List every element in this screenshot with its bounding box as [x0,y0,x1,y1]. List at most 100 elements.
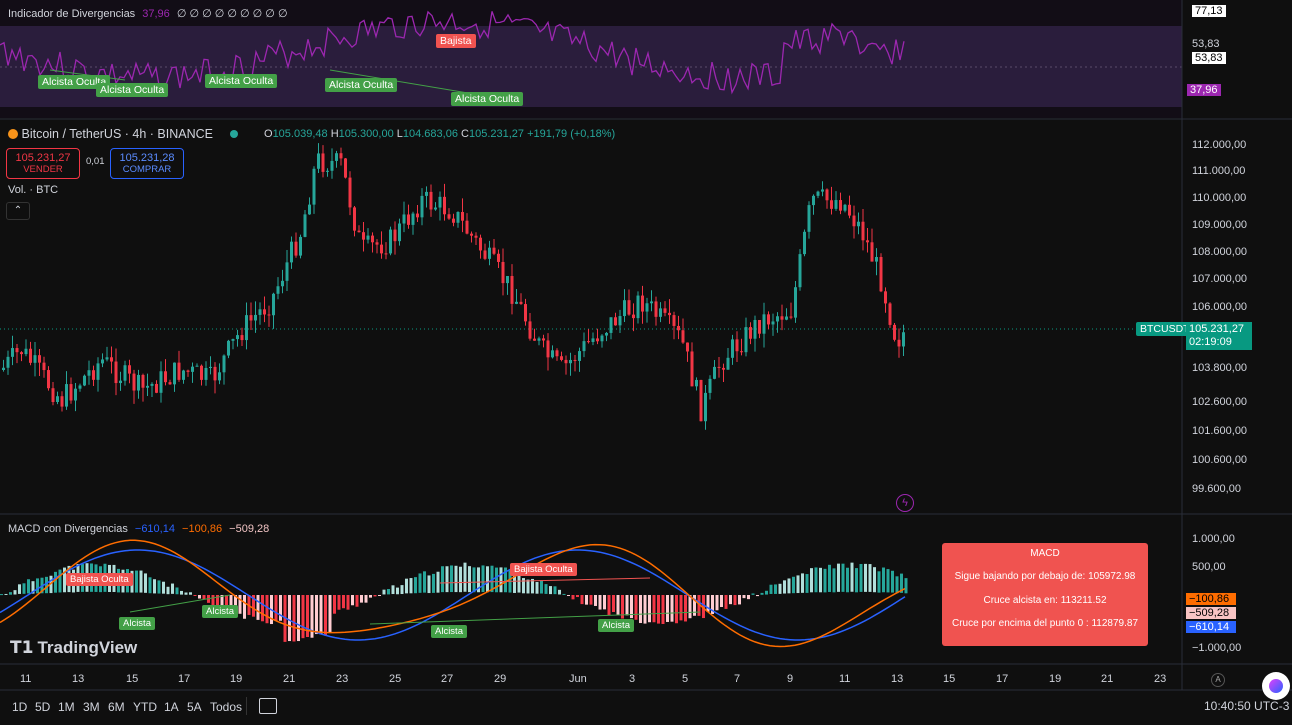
lightning-icon[interactable]: ϟ [896,494,914,512]
macd-histogram-bar [706,595,710,612]
macd-histogram-bar [625,595,629,616]
macd-histogram-bar [490,565,494,593]
macd-histogram-bar [382,589,386,595]
candle-body [735,339,739,352]
buy-label: COMPRAR [122,164,172,175]
macd-histogram-bar [814,567,818,593]
candle-body [465,220,469,234]
macd-histogram-bar [450,565,453,593]
candle-body [704,392,707,422]
macd-histogram-bar [157,580,161,594]
candle-body [285,262,289,281]
macd-histogram-bar [229,595,233,612]
candle-body [168,382,172,385]
candle-body [812,195,815,206]
macd-histogram-bar [414,577,417,594]
candle-body [672,315,676,326]
macd-histogram-bar [841,563,845,592]
price-axis-label: 109.000,00 [1192,219,1248,231]
macd-histogram-bar [459,566,462,593]
candle-body [852,215,856,227]
candle-body [717,366,721,368]
candle-body [821,189,824,192]
date-range-icon[interactable] [259,698,277,714]
symbol-header[interactable]: Bitcoin / TetherUS · 4h · BINANCE [8,127,239,141]
price-axis-label: 106.000,00 [1192,301,1248,313]
timeframe-todos[interactable]: Todos [210,700,243,714]
candle-body [398,223,401,242]
macd-histogram-bar [688,595,692,619]
candle-body [461,212,464,221]
candle-body [254,314,257,321]
time-axis-label: 21 [283,673,296,685]
candle-body [569,359,572,364]
sell-button[interactable]: 105.231,27 VENDER [6,148,80,179]
macd-histogram-bar [657,595,660,624]
macd-info-line2: Cruce alcista en: 113211.52 [983,595,1107,606]
timeframe-1d[interactable]: 1D [12,700,28,714]
candle-body [582,341,586,352]
clock[interactable]: 10:40:50 UTC-3 [1204,699,1290,713]
candle-body [519,301,523,305]
macd-histogram-bar [499,567,503,593]
macd-histogram-bar [900,573,903,593]
macd-histogram-bar [693,595,696,616]
macd-histogram-bar [711,595,714,615]
candle-body [2,367,5,370]
macd-histogram-bar [144,573,147,593]
rsi-axis-top: 77,13 [1192,5,1226,17]
rsi-pane-title: Indicador de Divergencias [8,8,136,20]
candle-body [114,361,118,384]
candle-body [308,204,311,215]
candle-body [807,205,811,232]
timeframe-ytd[interactable]: YTD [133,700,157,714]
candle-body [479,237,482,251]
candle-body [60,396,64,407]
macd-histogram-bar [171,583,174,594]
price-axis-label: 103.800,00 [1192,362,1248,374]
assistant-icon[interactable] [1262,672,1290,700]
macd-histogram-bar [553,586,557,595]
macd-histogram-bar [828,564,831,592]
macd-histogram-bar [202,595,206,600]
macd-histogram-bar [661,595,665,624]
candle-body [758,319,761,334]
candle-body [596,338,599,342]
macd-histogram-bar [868,564,872,592]
macd-histogram-bar [139,570,143,593]
macd-histogram-bar [378,595,381,596]
candle-body [483,250,487,259]
macd-histogram-bar [184,592,188,595]
candle-body [218,372,221,381]
candle-body [402,214,406,224]
macd-histogram-bar [544,584,548,594]
timeframe-5d[interactable]: 5D [35,700,51,714]
candle-body [515,301,518,304]
macd-histogram-bar [360,595,363,603]
macd-histogram-bar [36,578,39,594]
macd-histogram-bar [472,567,476,593]
macd-histogram-bar [598,595,602,610]
timeframe-5a[interactable]: 5A [187,700,202,714]
timeframe-3m[interactable]: 3M [83,700,100,714]
macd-pane-title: MACD con Divergencias [8,523,128,535]
macd-label-alcista: Alcista [119,617,155,630]
candle-body [353,207,356,231]
timeframe-1a[interactable]: 1A [164,700,179,714]
macd-histogram-bar [558,589,561,595]
candle-body [866,240,869,243]
auto-scale-icon[interactable]: A [1211,673,1225,687]
buy-button[interactable]: 105.231,28 COMPRAR [110,148,184,179]
macd-histogram-bar [193,595,197,596]
assistant-icon-inner [1269,679,1283,693]
candle-body [636,295,640,319]
spread-value: 0,01 [86,156,105,167]
tradingview-logo[interactable]: 𝗧𝟭 TradingView [10,638,137,658]
low-value: 104.683,06 [402,128,458,140]
macd-histogram-bar [576,595,579,598]
collapse-chevron-up-icon[interactable]: ⌃ [6,202,30,220]
timeframe-1m[interactable]: 1M [58,700,75,714]
macd-histogram-bar [351,595,354,606]
timeframe-6m[interactable]: 6M [108,700,125,714]
